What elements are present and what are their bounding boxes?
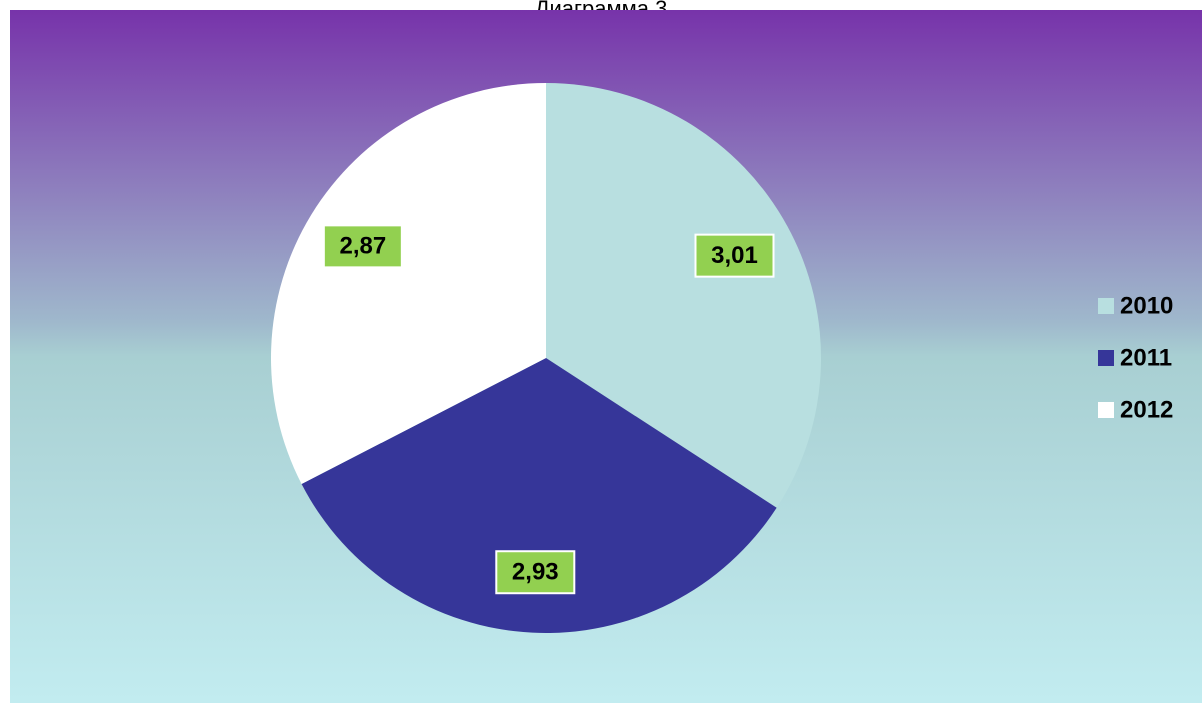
data-label: 3,01 (711, 242, 758, 269)
data-label: 2,93 (512, 559, 559, 586)
data-label: 2,87 (339, 233, 386, 260)
legend-label: 2012 (1120, 396, 1173, 423)
legend-label: 2011 (1120, 344, 1172, 371)
pie-slice (301, 358, 777, 633)
pie-slice (271, 83, 546, 485)
legend-label: 2010 (1120, 292, 1173, 319)
legend-swatch (1098, 298, 1114, 314)
pie-slice (546, 83, 822, 508)
legend: 2010 2011 2012 (1098, 292, 1173, 423)
legend-swatch (1098, 402, 1114, 418)
data-label-box (495, 550, 576, 595)
pie (271, 83, 822, 633)
data-label-box (322, 224, 403, 269)
legend-swatch (1098, 350, 1114, 366)
data-labels: 3,01 2,93 2,87 (322, 224, 775, 595)
data-label-box (694, 233, 775, 278)
